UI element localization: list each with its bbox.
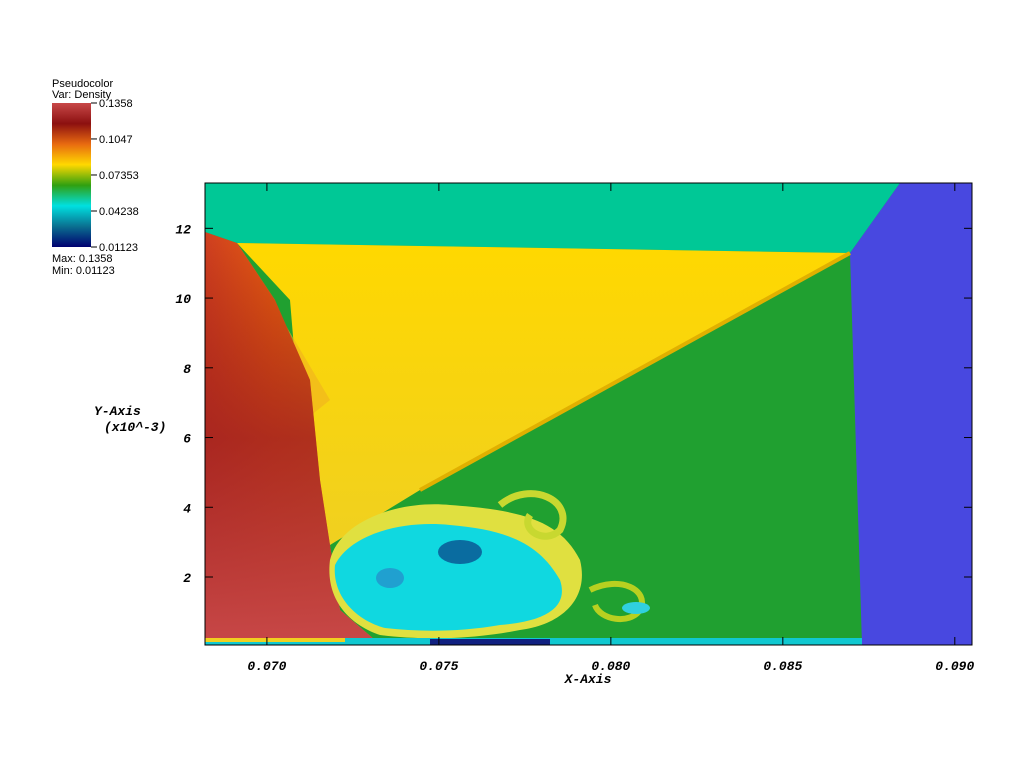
legend-variable: Var: Density bbox=[52, 89, 112, 101]
y-tick-label: 10 bbox=[175, 292, 191, 307]
colorbar-tick-label: 0.1047 bbox=[99, 134, 133, 146]
colorbar-tick-label: 0.1358 bbox=[99, 98, 133, 110]
bottom-layer-wall bbox=[205, 638, 345, 642]
y-tick-label: 8 bbox=[183, 362, 191, 377]
y-tick-label: 6 bbox=[183, 432, 191, 447]
legend-min: Min: 0.01123 bbox=[52, 265, 115, 277]
colorbar bbox=[52, 103, 91, 247]
vortex-core bbox=[622, 602, 650, 614]
x-tick-label: 0.070 bbox=[247, 659, 286, 674]
y-axis-unit: (x10^-3) bbox=[104, 420, 166, 435]
colorbar-tick-label: 0.04238 bbox=[99, 206, 139, 218]
vortex-core bbox=[438, 540, 482, 564]
vortex-core bbox=[376, 568, 404, 588]
y-tick-label: 4 bbox=[183, 501, 191, 516]
bottom-layer-dense bbox=[430, 639, 550, 645]
vortex-arm bbox=[497, 490, 567, 540]
region-right bbox=[850, 183, 972, 645]
x-tick-label: 0.085 bbox=[763, 659, 802, 674]
region-yellow bbox=[237, 243, 850, 545]
x-tick-label: 0.090 bbox=[935, 659, 974, 674]
plot-frame bbox=[204, 182, 973, 646]
colorbar-tick-label: 0.07353 bbox=[99, 170, 139, 182]
y-tick-label: 12 bbox=[175, 222, 191, 237]
region-upper bbox=[205, 183, 900, 253]
colorbar-tick-label: 0.01123 bbox=[99, 242, 138, 254]
mixing-cyan bbox=[334, 524, 562, 631]
y-axis-label: Y-Axis bbox=[94, 404, 141, 419]
region-red bbox=[205, 232, 375, 645]
legend-title: Pseudocolor bbox=[52, 78, 113, 90]
x-axis-label: X-Axis bbox=[564, 672, 612, 687]
x-tick-label: 0.080 bbox=[591, 659, 630, 674]
shock-line bbox=[419, 251, 851, 492]
y-tick-label: 2 bbox=[183, 571, 191, 586]
legend-max: Max: 0.1358 bbox=[52, 253, 113, 265]
density-field bbox=[205, 183, 972, 645]
x-tick-label: 0.075 bbox=[419, 659, 458, 674]
